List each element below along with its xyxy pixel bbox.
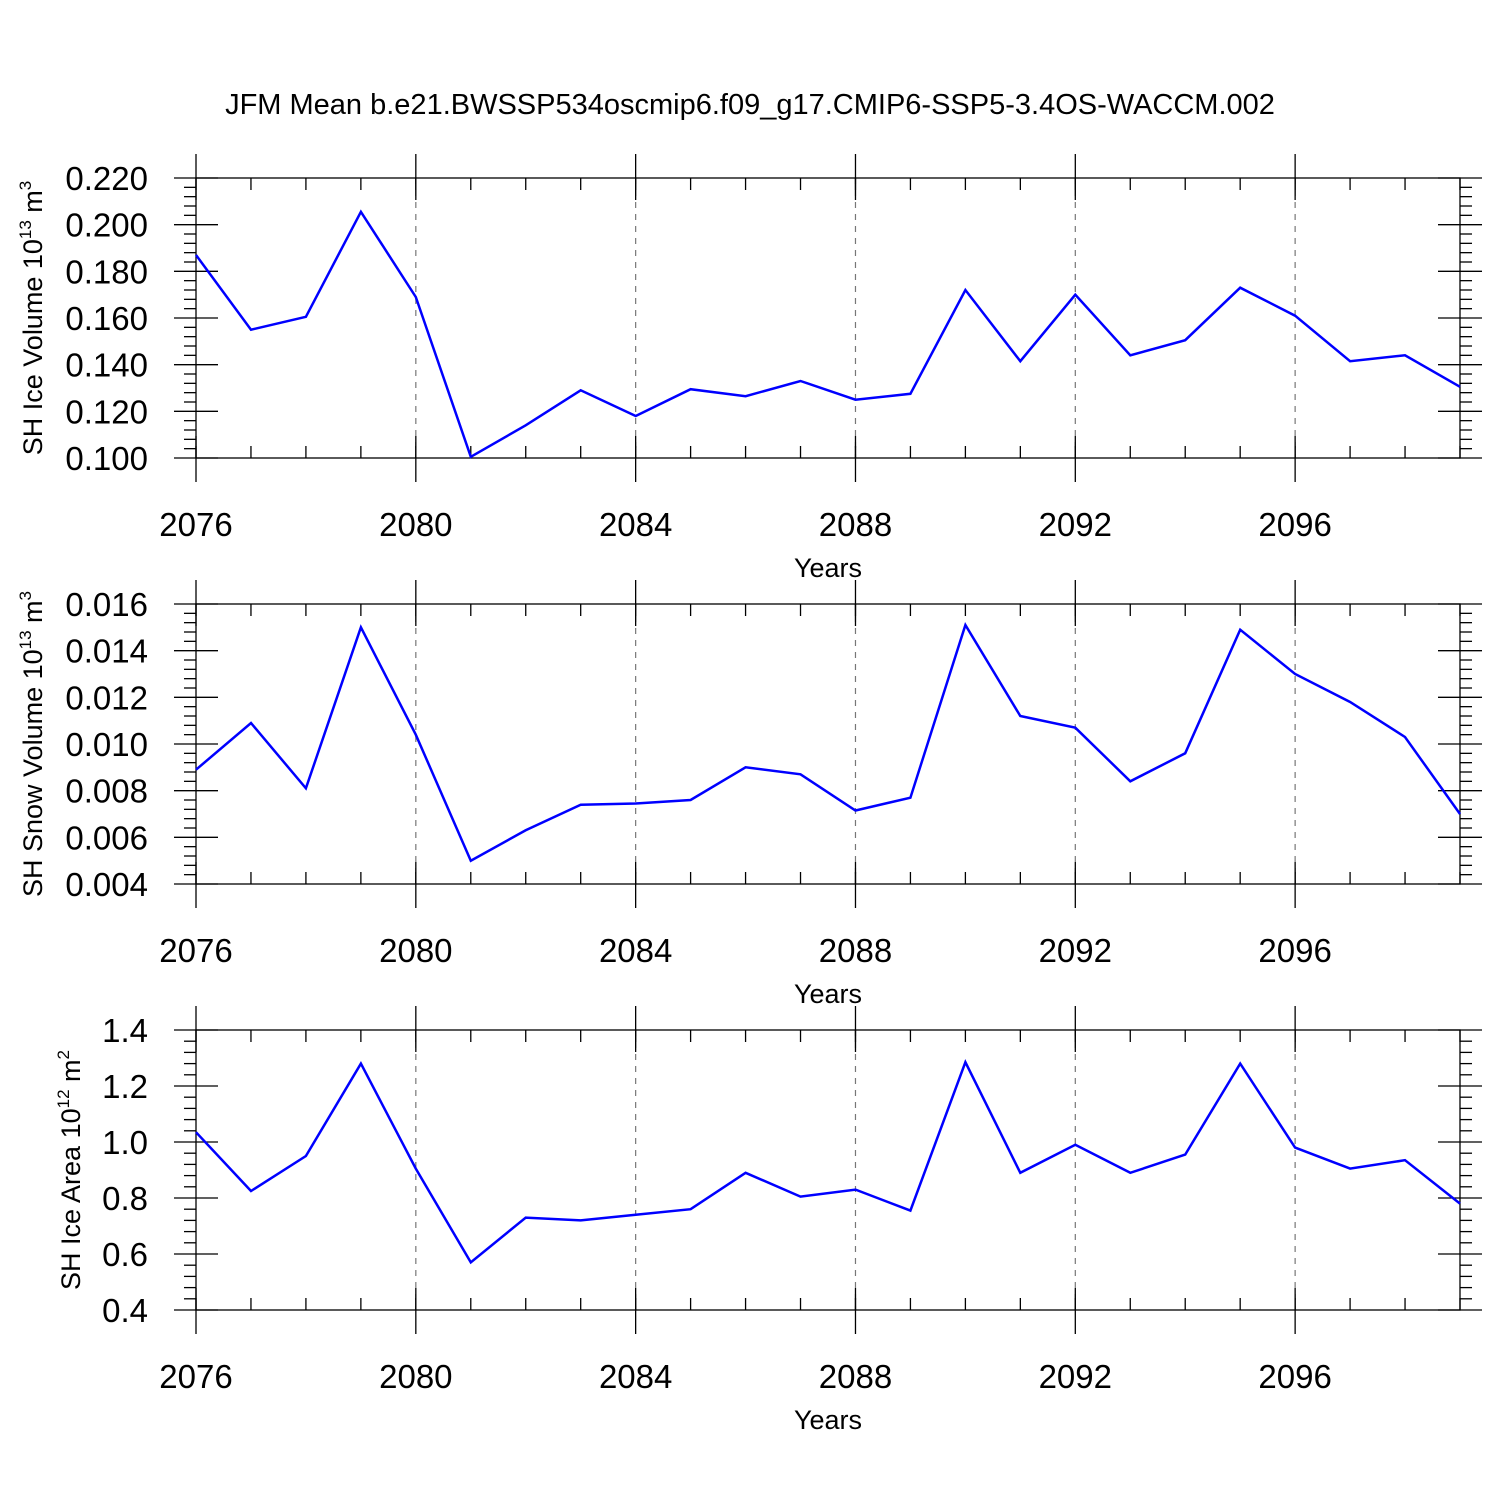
x-tick-label: 2096 (1258, 932, 1331, 969)
x-tick-label: 2092 (1039, 1358, 1112, 1395)
y-tick-label: 0.220 (65, 160, 148, 197)
y-tick-label: 0.120 (65, 393, 148, 430)
y-tick-label: 0.100 (65, 440, 148, 477)
y-tick-label: 0.180 (65, 253, 148, 290)
series-line-sh-snow-volume (195, 621, 1462, 863)
y-tick-label: 0.010 (65, 726, 148, 763)
x-tick-label: 2096 (1258, 506, 1331, 543)
y-axis-label-mid: m (56, 1059, 86, 1089)
y-tick-label: 0.004 (65, 866, 148, 903)
x-tick-label: 2088 (819, 932, 892, 969)
chart-panel-3: 2076 2080 2084 2088 2092 2096 0.4 0.6 0.8 1.0 1.2 1… (54, 1006, 1482, 1435)
y-tick-label: 0.6 (102, 1236, 148, 1273)
x-tick-label: 2084 (599, 506, 672, 543)
y-axis-label-mid: m (18, 190, 48, 220)
y-axis-label-mid: m (18, 600, 48, 630)
plot-frame (195, 1029, 1461, 1311)
y-axis-label-base: SH Ice Volume 10 (18, 239, 48, 455)
x-axis-label: Years (794, 1405, 862, 1435)
y-axis-label-unit-exp: 3 (16, 181, 35, 190)
plot-frame (195, 603, 1461, 885)
y-tick-label: 0.160 (65, 300, 148, 337)
x-tick-label: 2080 (379, 506, 452, 543)
y-axis-label-exp: 13 (16, 630, 35, 649)
y-tick-label: 0.006 (65, 819, 148, 856)
x-tick-label: 2076 (159, 932, 232, 969)
y-axis-label-unit-exp: 3 (16, 591, 35, 600)
y-tick-label: 0.200 (65, 207, 148, 244)
y-tick-label: 1.0 (102, 1124, 148, 1161)
y-tick-label: 0.008 (65, 773, 148, 810)
x-axis-label: Years (794, 553, 862, 583)
y-tick-label: 0.4 (102, 1292, 148, 1329)
x-tick-label: 2076 (159, 506, 232, 543)
x-tick-label: 2080 (379, 932, 452, 969)
x-tick-label: 2092 (1039, 932, 1112, 969)
x-tick-label: 2080 (379, 1358, 452, 1395)
y-axis-label: SH Ice Volume 1013 m3 (16, 181, 48, 456)
y-axis-label-exp: 12 (54, 1089, 73, 1108)
y-axis-label-base: SH Ice Area 10 (56, 1108, 86, 1290)
y-axis-label-unit-exp: 2 (54, 1050, 73, 1059)
y-tick-label: 0.8 (102, 1180, 148, 1217)
y-tick-label: 0.012 (65, 679, 148, 716)
series-line-sh-ice-volume (194, 209, 1461, 459)
series-line-sh-ice-area (195, 1059, 1461, 1265)
y-axis-label-base: SH Snow Volume 10 (18, 649, 48, 897)
plot-frame (195, 177, 1461, 459)
y-axis-label: SH Snow Volume 1013 m3 (16, 591, 48, 897)
x-tick-label: 2076 (159, 1358, 232, 1395)
x-tick-label: 2088 (819, 1358, 892, 1395)
y-tick-label: 1.2 (102, 1068, 148, 1105)
y-tick-label: 0.014 (65, 633, 148, 670)
y-tick-label: 0.016 (65, 586, 148, 623)
x-tick-label: 2084 (599, 1358, 672, 1395)
figure-title: JFM Mean b.e21.BWSSP534oscmip6.f09_g17.C… (225, 89, 1275, 121)
x-tick-label: 2088 (819, 506, 892, 543)
x-tick-label: 2096 (1258, 1358, 1331, 1395)
x-tick-label: 2084 (599, 932, 672, 969)
chart-panel-1: 2076 2080 2084 2088 2092 2096 0.100 0.120 0.140 0… (16, 154, 1482, 583)
x-tick-label: 2092 (1039, 506, 1112, 543)
y-axis-label: SH Ice Area 1012 m2 (54, 1050, 86, 1290)
y-axis-label-exp: 13 (16, 220, 35, 239)
chart-panel-2: 2076 2080 2084 2088 2092 2096 0.004 0.006 0.008 0… (16, 580, 1482, 1009)
y-tick-label: 0.140 (65, 347, 148, 384)
y-tick-label: 1.4 (102, 1012, 148, 1049)
x-axis-label: Years (794, 979, 862, 1009)
